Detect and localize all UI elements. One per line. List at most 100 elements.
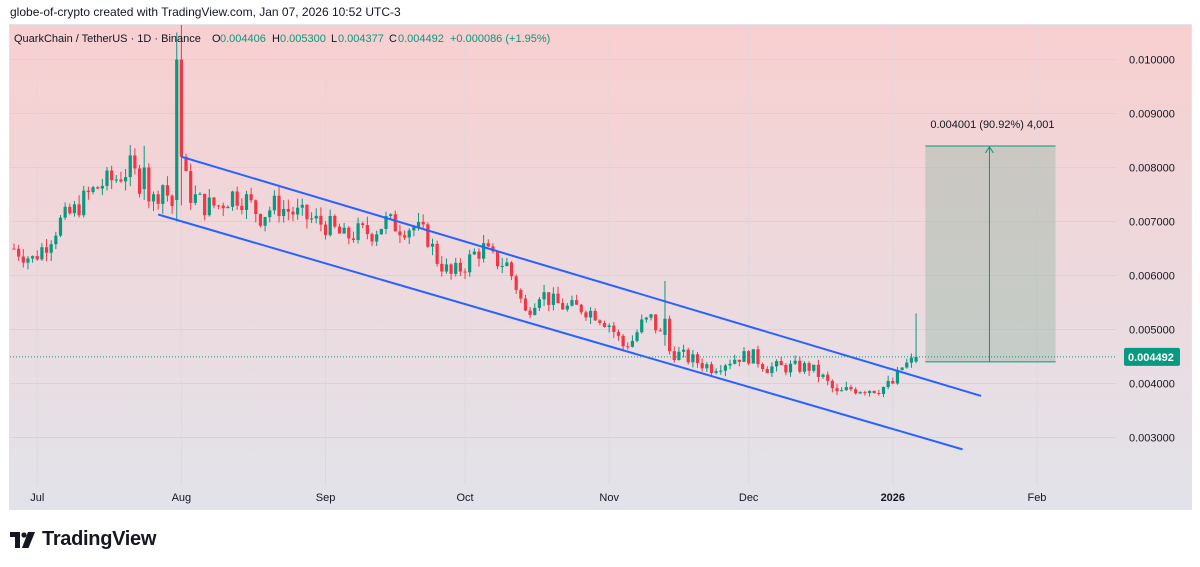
measure-arrow-head	[985, 146, 994, 154]
last-price-line: 0.004492	[10, 347, 1180, 366]
x-tick-label: Aug	[172, 492, 192, 504]
candle-body	[826, 374, 830, 381]
candle-body	[668, 318, 672, 352]
candle-body	[793, 360, 797, 364]
candle-body	[867, 390, 872, 394]
candle-body	[72, 204, 77, 214]
x-tick-label: Dec	[739, 492, 759, 504]
candle-body	[342, 227, 346, 234]
tradingview-brand[interactable]: TradingView	[10, 528, 156, 551]
candle-body	[733, 359, 737, 364]
candle-body	[393, 214, 397, 232]
plot-background	[10, 25, 1191, 509]
candle-body	[737, 359, 741, 362]
candle-body	[821, 374, 825, 378]
candle-body	[179, 59, 183, 157]
close-label: C	[389, 33, 397, 45]
candle-body	[426, 224, 430, 247]
candle-body	[35, 256, 39, 260]
candle-body	[463, 271, 467, 273]
x-tick-label: Oct	[456, 492, 473, 504]
candle-body	[421, 221, 425, 225]
candle-body	[54, 235, 58, 245]
candle-body	[337, 226, 342, 234]
tradingview-logo-icon	[10, 531, 35, 548]
candle-body	[658, 330, 662, 332]
candle-body	[774, 361, 779, 367]
x-tick-label: 2026	[881, 492, 905, 504]
candle-body	[435, 243, 439, 264]
x-tick-label: Sep	[316, 492, 336, 504]
snapshot-caption: globe-of-crypto created with TradingView…	[10, 5, 401, 19]
candle-body	[68, 206, 72, 214]
candle-body	[723, 365, 728, 371]
chart-frame[interactable]	[9, 24, 1192, 510]
candle-body	[798, 360, 802, 372]
candle-body	[151, 194, 156, 202]
candle-body	[272, 195, 276, 211]
candle-body	[123, 177, 128, 182]
candle-body	[495, 251, 500, 267]
low-value: 0.004377	[338, 33, 384, 45]
candle-body	[914, 356, 918, 362]
candle-body	[58, 217, 63, 236]
measure-tool[interactable]: 0.004001 (90.92%) 4,001	[925, 119, 1056, 363]
candle-body	[96, 187, 100, 189]
candle-body	[384, 216, 388, 229]
candle-body	[695, 354, 700, 364]
candle-body	[788, 363, 793, 373]
candle-body	[905, 362, 909, 368]
falling-channel[interactable]	[157, 155, 982, 451]
candle-body	[579, 304, 583, 313]
y-tick-label: 0.007000	[1129, 217, 1175, 229]
candle-body	[886, 380, 890, 387]
candle-body	[533, 307, 537, 315]
close-value: 0.004492	[398, 33, 444, 45]
candle-body	[742, 351, 746, 362]
candle-body	[82, 190, 86, 216]
candle-body	[203, 193, 207, 216]
candle-body	[881, 386, 886, 395]
candle-body	[17, 248, 21, 257]
last-price-tag	[1124, 347, 1180, 366]
candle-body	[705, 364, 709, 369]
candle-body	[900, 367, 904, 370]
candle-body	[654, 314, 658, 331]
candle-body	[761, 364, 765, 370]
candle-body	[612, 325, 616, 332]
candle-body	[547, 292, 551, 305]
low-label: L	[331, 33, 337, 45]
time-axis[interactable]: Jul Aug Sep Oct Nov Dec 2026 Feb	[30, 492, 1046, 504]
candle-body	[254, 200, 258, 215]
candle-body	[110, 170, 114, 181]
candle-body	[458, 262, 462, 272]
candle-body	[156, 194, 160, 204]
candle-body	[588, 310, 593, 318]
candle-body	[440, 263, 444, 272]
x-tick-label: Feb	[1027, 492, 1046, 504]
candle-body	[375, 234, 379, 242]
candle-body	[370, 234, 374, 242]
candle-body	[291, 211, 295, 215]
candle-body	[351, 238, 356, 240]
candle-body	[523, 298, 528, 311]
change-value: +0.000086 (+1.95%)	[450, 33, 550, 45]
candle-body	[30, 256, 35, 259]
candle-body	[235, 191, 239, 206]
candle-body	[686, 349, 690, 363]
candle-body	[644, 317, 648, 320]
candle-body	[21, 256, 25, 263]
candle-body	[137, 168, 142, 194]
candle-body	[277, 195, 281, 217]
candle-body	[49, 244, 53, 253]
high-label: H	[272, 33, 280, 45]
candle-body	[244, 194, 249, 210]
candle-body	[230, 191, 235, 207]
price-axis[interactable]: 0.003000 0.004000 0.005000 0.006000 0.007000…	[1129, 55, 1175, 445]
candle-body	[240, 205, 244, 210]
candle-body	[212, 197, 216, 206]
candle-body	[807, 363, 811, 371]
candle-body	[142, 167, 146, 190]
candle-body	[602, 322, 607, 327]
